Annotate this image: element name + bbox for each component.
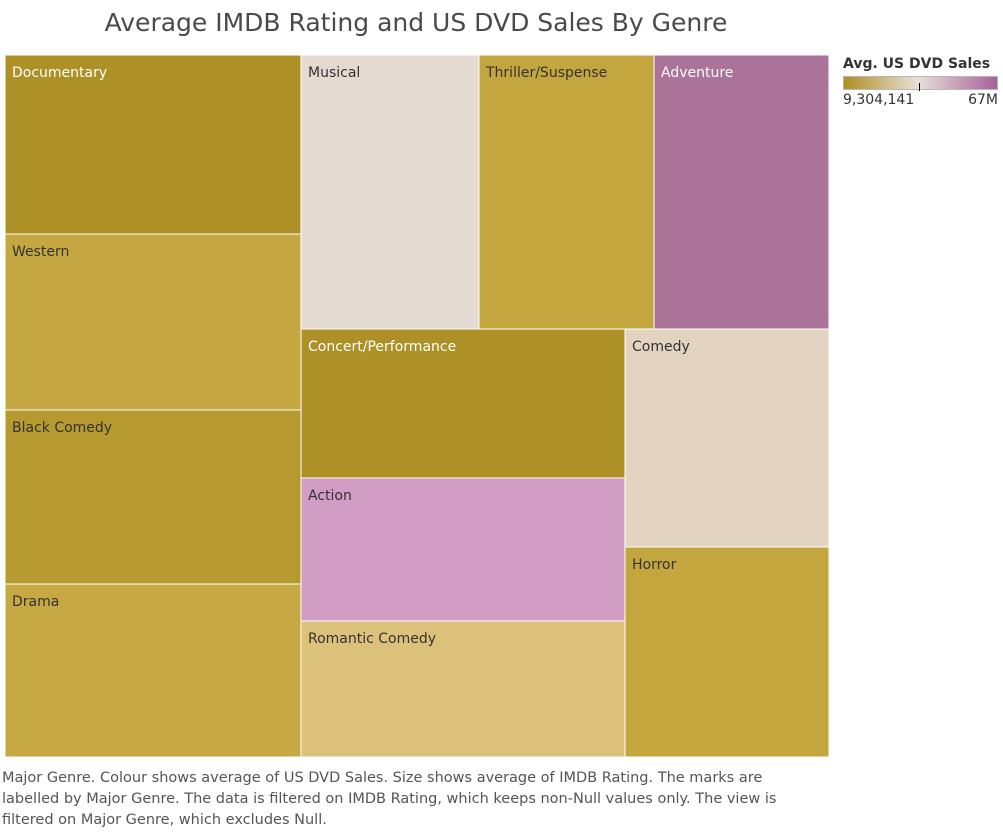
treemap-cell-action[interactable]: Action [300, 477, 626, 622]
treemap-label: Thriller/Suspense [485, 65, 607, 81]
treemap-cell-horror[interactable]: Horror [624, 546, 830, 758]
treemap-label: Black Comedy [12, 420, 112, 436]
treemap-label: Documentary [12, 65, 107, 81]
chart-title: Average IMDB Rating and US DVD Sales By … [104, 8, 728, 37]
treemap-cell-romantic-comedy[interactable]: Romantic Comedy [300, 620, 626, 758]
treemap-label: Romantic Comedy [308, 631, 436, 647]
treemap-label: Comedy [632, 339, 690, 355]
treemap-cell-drama[interactable]: Drama [4, 583, 302, 758]
treemap-label: Adventure [661, 65, 733, 81]
legend-max-label: 67M [968, 92, 998, 108]
legend-min-label: 9,304,141 [843, 92, 915, 108]
treemap-rect[interactable] [624, 328, 830, 548]
treemap-rect[interactable] [300, 620, 626, 758]
treemap-cell-comedy[interactable]: Comedy [624, 328, 830, 548]
treemap-cell-musical[interactable]: Musical [300, 54, 480, 330]
legend-gradient-bar [843, 76, 998, 91]
treemap-rect[interactable] [4, 54, 302, 235]
treemap-rect[interactable] [653, 54, 830, 330]
legend-title: Avg. US DVD Sales [843, 56, 991, 72]
chart-caption: Major Genre. Colour shows average of US … [2, 770, 777, 828]
treemap-label: Drama [12, 594, 59, 610]
treemap-cell-western[interactable]: Western [4, 233, 302, 411]
treemap: Documentary Western Black Comedy Drama Music… [4, 54, 830, 758]
legend-labels: 9,304,141 67M [843, 92, 998, 108]
treemap-rect[interactable] [300, 54, 480, 330]
treemap-rect[interactable] [300, 328, 626, 479]
color-legend: Avg. US DVD Sales 9,304,141 67M [843, 56, 1003, 108]
treemap-cell-documentary[interactable]: Documentary [4, 54, 302, 235]
treemap-cell-black-comedy[interactable]: Black Comedy [4, 409, 302, 585]
treemap-rect[interactable] [478, 54, 655, 330]
treemap-label: Western [12, 244, 69, 260]
treemap-label: Action [308, 488, 352, 504]
treemap-label: Concert/Performance [308, 339, 456, 355]
treemap-rect[interactable] [4, 583, 302, 758]
treemap-rect[interactable] [4, 409, 302, 585]
treemap-label: Horror [632, 557, 677, 573]
treemap-cell-adventure[interactable]: Adventure [653, 54, 830, 330]
treemap-rect[interactable] [300, 477, 626, 622]
treemap-label: Musical [308, 65, 360, 81]
legend-tick [919, 83, 920, 91]
treemap-rect[interactable] [4, 233, 302, 411]
treemap-cell-thriller-suspense[interactable]: Thriller/Suspense [478, 54, 655, 330]
treemap-rect[interactable] [624, 546, 830, 758]
treemap-cell-concert-performance[interactable]: Concert/Performance [300, 328, 626, 479]
